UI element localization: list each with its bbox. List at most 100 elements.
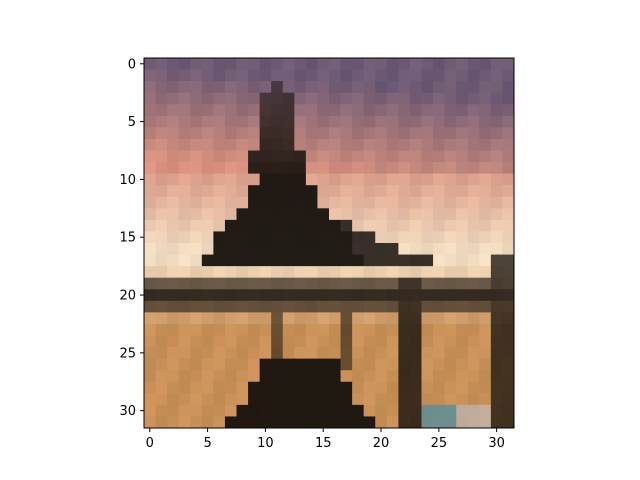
image-pixel [260, 382, 272, 394]
image-pixel [502, 162, 514, 174]
image-pixel [283, 70, 295, 82]
image-pixel [445, 139, 457, 151]
image-pixel [491, 289, 503, 301]
image-pixel [225, 81, 237, 93]
image-pixel [445, 301, 457, 313]
image-pixel [422, 174, 434, 186]
image-pixel [248, 220, 260, 232]
image-pixel [156, 278, 168, 290]
image-pixel [294, 81, 306, 93]
image-pixel [271, 58, 283, 70]
image-pixel [260, 255, 272, 267]
image-pixel [341, 278, 353, 290]
image-pixel [225, 208, 237, 220]
image-pixel [294, 301, 306, 313]
image-pixel [479, 93, 491, 105]
image-pixel [491, 382, 503, 394]
image-pixel [456, 301, 468, 313]
image-pixel [317, 70, 329, 82]
image-pixel [329, 174, 341, 186]
image-pixel [237, 336, 249, 348]
image-pixel [329, 185, 341, 197]
image-pixel [271, 347, 283, 359]
image-pixel [422, 93, 434, 105]
image-pixel [398, 104, 410, 116]
image-pixel [387, 312, 399, 324]
image-pixel [364, 255, 376, 267]
image-pixel [468, 278, 480, 290]
image-pixel [445, 116, 457, 128]
image-pixel [179, 243, 191, 255]
image-pixel [294, 324, 306, 336]
image-pixel [479, 104, 491, 116]
image-pixel [479, 324, 491, 336]
image-pixel [364, 81, 376, 93]
image-pixel [445, 278, 457, 290]
image-pixel [283, 243, 295, 255]
image-pixel [387, 139, 399, 151]
image-pixel [445, 255, 457, 267]
image-pixel [352, 231, 364, 243]
image-pixel [294, 58, 306, 70]
image-pixel [237, 185, 249, 197]
image-pixel [237, 278, 249, 290]
image-pixel [144, 266, 156, 278]
image-pixel [144, 116, 156, 128]
image-pixel [502, 208, 514, 220]
image-pixel [445, 58, 457, 70]
image-pixel [491, 231, 503, 243]
image-pixel [213, 324, 225, 336]
image-pixel [190, 185, 202, 197]
image-pixel [260, 139, 272, 151]
image-pixel [387, 220, 399, 232]
image-pixel [225, 162, 237, 174]
image-pixel [260, 370, 272, 382]
image-pixel [352, 70, 364, 82]
image-pixel [502, 289, 514, 301]
image-pixel [422, 220, 434, 232]
image-pixel [179, 382, 191, 394]
image-pixel [341, 58, 353, 70]
image-pixel [179, 370, 191, 382]
image-pixel [202, 58, 214, 70]
image-pixel [144, 58, 156, 70]
image-pixel [410, 266, 422, 278]
image-pixel [179, 93, 191, 105]
image-pixel [237, 174, 249, 186]
image-pixel [329, 231, 341, 243]
image-pixel [306, 405, 318, 417]
image-pixel [410, 405, 422, 417]
image-pixel [387, 370, 399, 382]
image-pixel [190, 70, 202, 82]
image-pixel [260, 104, 272, 116]
image-pixel [179, 347, 191, 359]
image-pixel [167, 231, 179, 243]
image-pixel [352, 104, 364, 116]
image-pixel [144, 93, 156, 105]
image-pixel [445, 312, 457, 324]
image-pixel [422, 231, 434, 243]
image-pixel [341, 174, 353, 186]
image-pixel [456, 347, 468, 359]
image-pixel [375, 116, 387, 128]
x-tick-label: 30 [488, 436, 505, 451]
image-pixel [468, 393, 480, 405]
image-pixel [271, 231, 283, 243]
image-pixel [387, 127, 399, 139]
image-pixel [329, 370, 341, 382]
image-pixel [479, 370, 491, 382]
image-pixel [248, 162, 260, 174]
image-pixel [202, 370, 214, 382]
image-pixel [225, 197, 237, 209]
image-pixel [260, 289, 272, 301]
image-pixel [144, 405, 156, 417]
image-pixel [375, 289, 387, 301]
image-pixel [422, 393, 434, 405]
image-pixel [410, 243, 422, 255]
image-pixel [317, 301, 329, 313]
image-pixel [468, 220, 480, 232]
image-pixel [306, 255, 318, 267]
image-pixel [341, 255, 353, 267]
image-pixel [260, 58, 272, 70]
x-tick-label: 25 [431, 436, 448, 451]
